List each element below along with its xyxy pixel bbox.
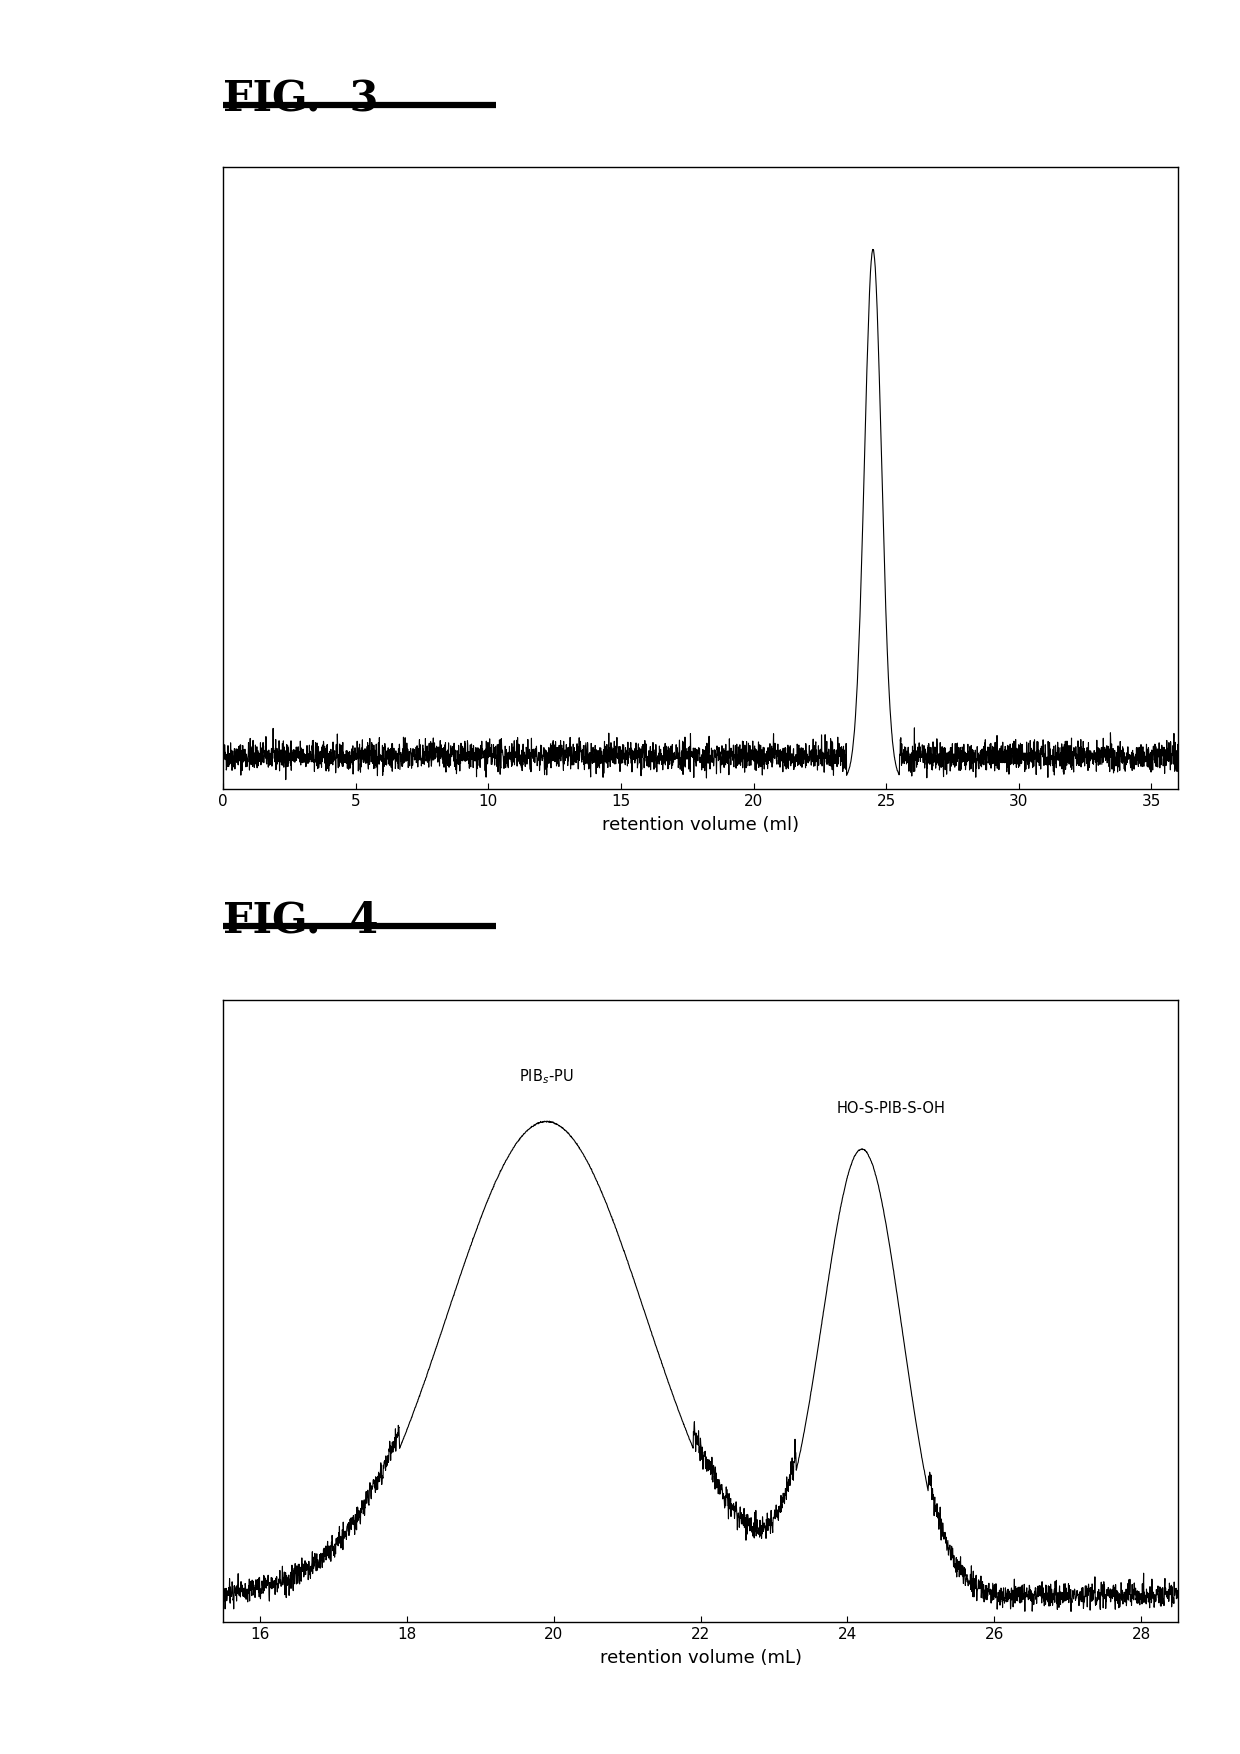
X-axis label: retention volume (mL): retention volume (mL) [600,1649,801,1668]
Text: PIB$_s$-PU: PIB$_s$-PU [520,1066,574,1086]
Text: FIG.  4: FIG. 4 [223,900,378,942]
Text: HO-S-PIB-S-OH: HO-S-PIB-S-OH [837,1102,946,1116]
Text: FIG.  3: FIG. 3 [223,79,378,121]
X-axis label: retention volume (ml): retention volume (ml) [603,816,799,835]
